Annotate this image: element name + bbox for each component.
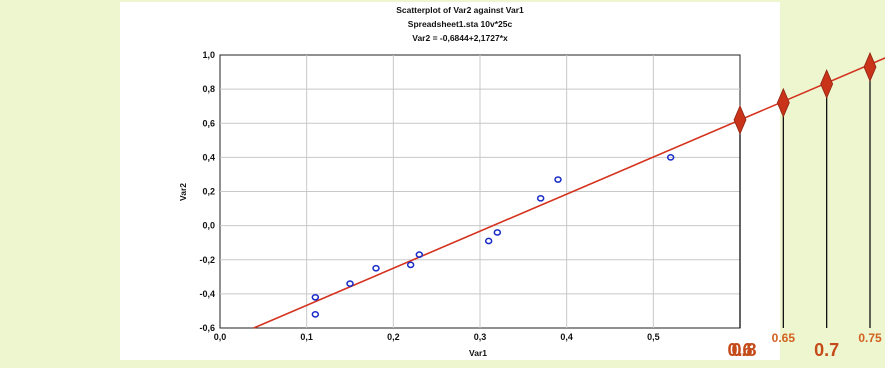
data-point [484,237,493,245]
data-point [415,251,424,258]
y-tick-label: 0,0 [202,221,215,231]
y-tick-label: 0,8 [202,84,215,94]
data-point [406,261,415,269]
extrapolation-label: 0.75 [858,331,882,345]
x-tick-label: 0,2 [387,332,400,342]
y-tick-label: -0,6 [199,323,215,333]
data-point [346,280,354,287]
chart-subtitle: Spreadsheet1.sta 10v*25c [408,19,513,29]
data-point [372,264,380,272]
diamond-marker [776,87,790,118]
grid-lines [220,55,740,328]
fit-line-group [253,57,885,329]
chart-title: Scatterplot of Var2 against Var1 [396,5,524,15]
y-tick-labels: -0,6 -0,4 -0,2 0,0 0,2 0,4 0,6 0,8 1,0 [199,50,215,333]
diamond-marker [820,68,834,100]
extrapolation-labels: 0.6 0.65 0.7 0.75 [727,331,882,360]
extrapolation-lines [739,66,871,328]
data-point [493,229,502,236]
x-tick-label: 0,4 [560,332,573,342]
x-tick-labels: 0,0 0,1 0,2 0,3 0,4 0,5 [214,332,660,342]
diamond-marker [733,104,747,135]
data-points [311,154,675,318]
y-tick-label: 0,4 [202,152,215,162]
y-tick-label: 0,2 [202,187,215,197]
fit-line [253,57,885,329]
data-point [554,176,562,183]
extrapolation-label: 0.7 [814,340,839,360]
extrapolation-label: 0.6 [727,340,752,360]
x-tick-label: 0,3 [474,332,487,342]
x-axis-label: Var1 [469,348,487,358]
x-tick-label: 0,0 [214,332,227,342]
y-tick-label: 1,0 [202,50,215,60]
y-tick-label: -0,4 [199,289,215,299]
y-tick-label: 0,6 [202,118,215,128]
diamond-markers [733,51,877,135]
diamond-marker [863,51,877,82]
y-tick-label: -0,2 [199,255,215,265]
x-tick-label: 0,1 [300,332,313,342]
data-point [311,293,320,301]
data-point [666,154,675,161]
y-axis-label: Var2 [178,183,188,201]
chart-equation: Var2 = -0,6844+2,1727*x [412,33,508,43]
data-point [311,311,320,318]
data-point [536,194,545,202]
extrapolation-label: 0.65 [772,331,796,345]
x-tick-label: 0,5 [647,332,660,342]
extra-axis-label: 0.8 [731,340,756,360]
